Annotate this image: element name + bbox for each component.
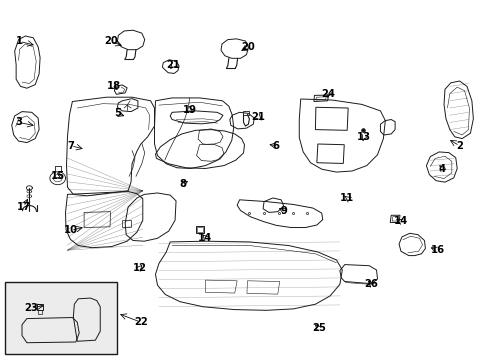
Text: 3: 3 bbox=[15, 117, 22, 127]
Text: 20: 20 bbox=[104, 36, 118, 46]
Text: 20: 20 bbox=[241, 42, 255, 52]
Text: 17: 17 bbox=[17, 202, 30, 212]
Bar bbox=[5, 282, 117, 354]
Text: 5: 5 bbox=[114, 108, 121, 118]
Text: 9: 9 bbox=[280, 206, 286, 216]
Text: 15: 15 bbox=[51, 171, 64, 181]
Text: 22: 22 bbox=[134, 317, 147, 327]
Text: 1: 1 bbox=[16, 36, 23, 46]
Text: 21: 21 bbox=[166, 60, 180, 70]
Text: 10: 10 bbox=[64, 225, 78, 235]
Text: 23: 23 bbox=[24, 303, 38, 313]
Text: 7: 7 bbox=[67, 141, 74, 151]
Text: 11: 11 bbox=[339, 193, 354, 203]
Text: 12: 12 bbox=[132, 263, 146, 273]
Text: 19: 19 bbox=[183, 105, 196, 115]
Text: 2: 2 bbox=[455, 141, 462, 151]
Text: 21: 21 bbox=[251, 112, 264, 122]
Text: 14: 14 bbox=[393, 216, 407, 226]
Text: 14: 14 bbox=[198, 233, 212, 243]
Text: 24: 24 bbox=[321, 89, 335, 99]
Text: 8: 8 bbox=[180, 179, 186, 189]
Text: 26: 26 bbox=[364, 279, 378, 289]
Text: 25: 25 bbox=[311, 323, 325, 333]
Text: 4: 4 bbox=[438, 164, 445, 174]
Text: 6: 6 bbox=[272, 141, 279, 151]
Text: 16: 16 bbox=[430, 245, 444, 255]
Text: 18: 18 bbox=[106, 81, 120, 91]
Text: 13: 13 bbox=[357, 132, 370, 142]
